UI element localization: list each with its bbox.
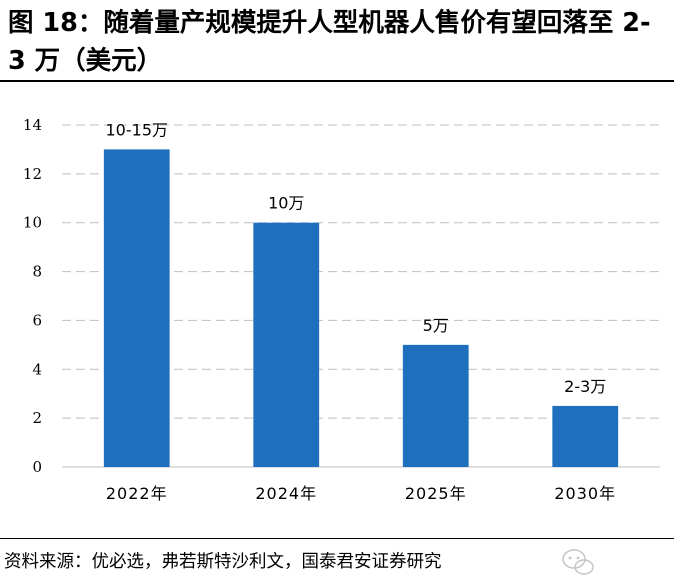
y-tick-label: 4 [32,360,42,378]
bar [552,405,619,467]
y-tick-label: 2 [32,409,42,427]
data-label: 10-15万 [106,120,169,139]
y-tick-label: 0 [32,458,42,476]
watermark-wechat-icon [562,549,594,575]
y-tick-label: 12 [23,165,42,183]
bar [103,149,170,467]
bar-chart: 0 2 4 6 8 10 12 14 10-15万 2022年 10万 2024年 5万 2025年 2-3… [23,116,660,503]
y-tick-label: 14 [23,116,42,134]
source-note: 资料来源：优必选，弗若斯特沙利文，国泰君安证券研究 [4,552,442,572]
bar [253,222,320,467]
y-tick-label: 6 [32,311,42,329]
y-tick-label: 10 [23,214,42,232]
x-tick-label: 2024年 [255,484,317,503]
y-tick-label: 8 [32,263,42,281]
x-tick-label: 2030年 [554,484,616,503]
bar [402,344,469,467]
data-label: 10万 [268,194,304,213]
data-label: 2-3万 [564,377,606,396]
x-tick-label: 2022年 [106,484,168,503]
figure-title: 图 18：随着量产规模提升人型机器人售价有望回落至 2-3 万（美元） [8,8,651,76]
x-tick-label: 2025年 [405,484,467,503]
title-divider [0,80,674,82]
source-divider [0,538,674,539]
data-label: 5万 [423,316,449,335]
